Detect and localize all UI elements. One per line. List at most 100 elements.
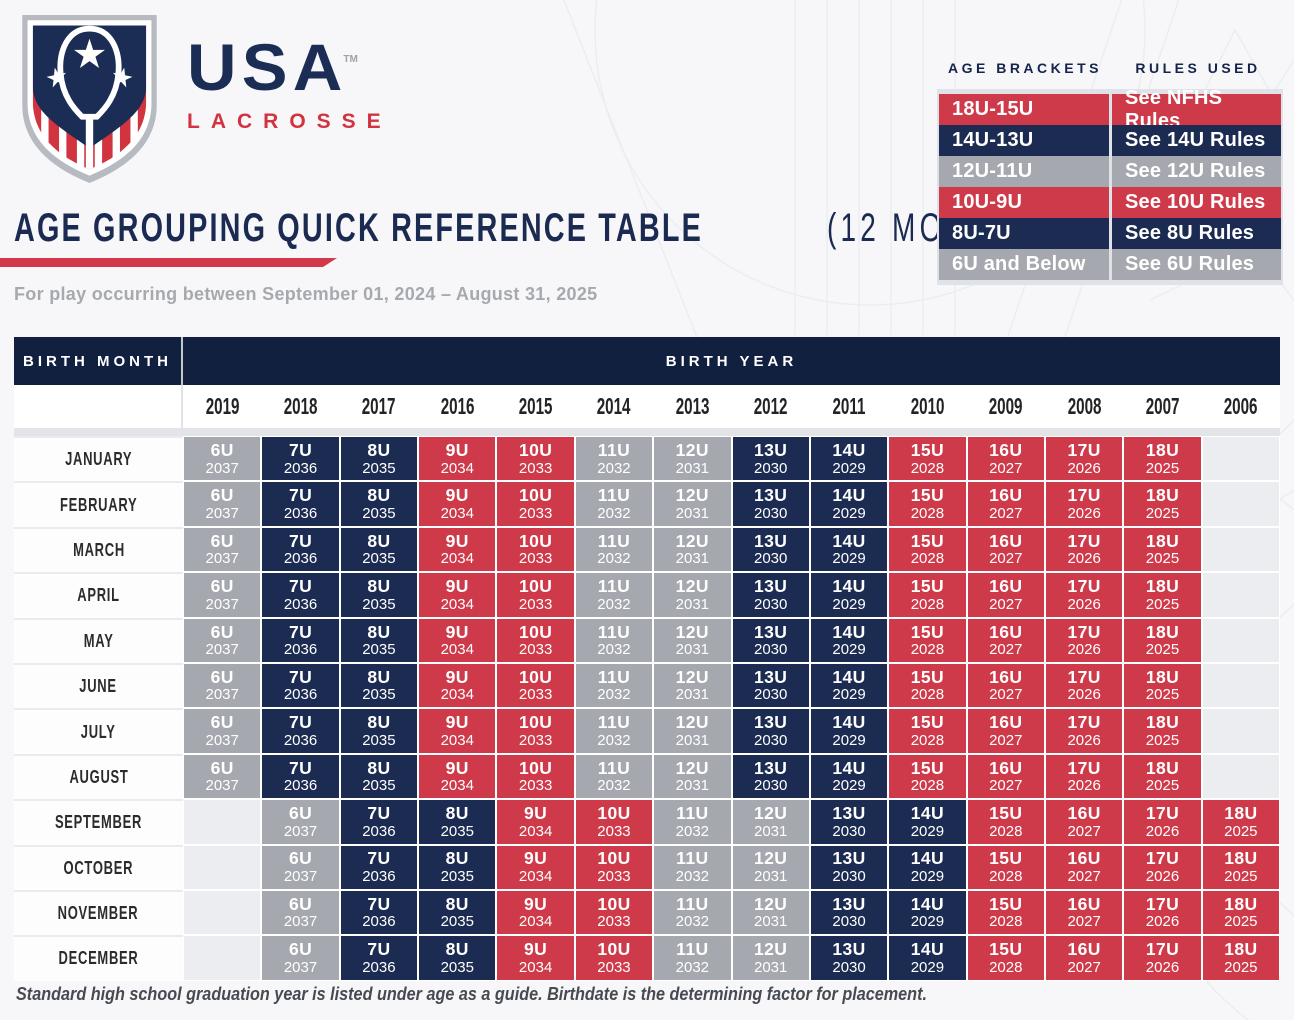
age-cell: 17U 2026 [1044, 526, 1124, 573]
age-cell: 16U 2027 [966, 708, 1045, 754]
age-group-label: 17U [1067, 576, 1101, 597]
year-header-row: 2019 2018 2017 2016 2015 2014 2013 2012 2011 2010… [14, 385, 1280, 428]
table-row: JUNE 6U 2037 7U 2036 8U 2035 9U 2034 10U 2033 11U 20… [14, 662, 1281, 709]
graduation-year-label: 2026 [1145, 958, 1180, 976]
age-group-label: 8U [445, 893, 469, 914]
logo-usa-text: USA [187, 30, 348, 104]
age-cell: 11U 2032 [574, 572, 654, 618]
age-cell: 8U 2035 [339, 617, 419, 663]
age-cell: 18U 2025 [1123, 753, 1202, 800]
age-group-label: 11U [597, 757, 631, 778]
shield-logo-icon [22, 14, 157, 183]
age-cell: 11U 2032 [653, 799, 732, 845]
age-cell: 17U 2026 [1123, 799, 1202, 845]
graduation-year-label: 2034 [440, 686, 474, 704]
graduation-year-label: 2031 [675, 595, 710, 613]
logo-lacrosse-text: LACROSSE [187, 110, 392, 133]
age-group-label: 10U [518, 666, 553, 687]
rule-used-cell: See 12U Rules [1112, 156, 1281, 187]
age-group-label: 9U [524, 939, 548, 960]
year-column-header: 2012 [732, 385, 810, 428]
graduation-year-label: 2032 [597, 686, 631, 704]
age-cell: 6U 2037 [261, 889, 340, 936]
empty-cell [1201, 526, 1281, 573]
row-cells: 6U 2037 7U 2036 8U 2035 9U 2034 10U 2033 11U 2032 12… [183, 753, 1281, 800]
graduation-year-label: 2030 [832, 868, 866, 886]
age-group-label: 9U [445, 757, 469, 778]
age-cell: 14U 2029 [809, 708, 889, 754]
age-group-label: 10U [518, 712, 553, 733]
graduation-year-label: 2037 [283, 822, 318, 840]
table-row: FEBRUARY 6U 2037 7U 2036 8U 2035 9U 2034 10U 2033 1… [14, 481, 1281, 527]
graduation-year-label: 2030 [754, 550, 788, 568]
age-group-label: 7U [367, 939, 391, 960]
age-group-label: 6U [288, 893, 313, 914]
age-group-label: 12U [754, 893, 788, 914]
month-cell: NOVEMBER [14, 889, 183, 936]
age-cell: 9U 2034 [418, 753, 497, 800]
age-group-label: 11U [676, 848, 709, 869]
month-label: NOVEMBER [58, 903, 139, 924]
year-column-header: 2018 [261, 385, 339, 428]
graduation-year-label: 2029 [910, 958, 945, 976]
birth-year-header: BIRTH YEAR [183, 337, 1280, 385]
graduation-year-label: 2035 [440, 822, 474, 840]
age-cell: 18U 2025 [1201, 935, 1281, 981]
graduation-year-label: 2028 [910, 641, 945, 659]
table-row: SEPTEMBER 6U 2037 7U 2036 8U 2035 9U 2034 10U 2033… [14, 799, 1281, 845]
age-group-label: 9U [445, 576, 469, 597]
graduation-year-label: 2032 [597, 595, 631, 613]
table-row: JULY 6U 2037 7U 2036 8U 2035 9U 2034 10U 2033 11U 20… [14, 708, 1281, 754]
graduation-year-label: 2028 [910, 686, 945, 704]
rules-row: 14U-13U See 14U Rules [939, 125, 1281, 156]
graduation-year-label: 2033 [597, 822, 631, 840]
table-row: AUGUST 6U 2037 7U 2036 8U 2035 9U 2034 10U 2033 11U… [14, 753, 1281, 800]
age-group-label: 14U [910, 893, 945, 914]
graduation-year-label: 2029 [832, 686, 866, 704]
age-group-label: 15U [910, 757, 945, 778]
age-group-label: 15U [910, 439, 945, 460]
age-group-label: 6U [288, 939, 313, 960]
age-group-label: 10U [518, 485, 553, 506]
age-cell: 14U 2029 [888, 935, 967, 981]
age-group-label: 6U [288, 848, 313, 869]
age-group-label: 7U [288, 712, 313, 733]
age-cell: 9U 2034 [418, 481, 497, 527]
empty-cell [1201, 753, 1281, 800]
year-column-header: 2006 [1202, 385, 1280, 428]
age-cell: 15U 2028 [966, 799, 1045, 845]
age-group-label: 10U [518, 621, 553, 642]
year-column-header: 2007 [1123, 385, 1201, 428]
graduation-year-label: 2032 [675, 958, 710, 976]
month-label: DECEMBER [58, 948, 139, 969]
age-cell: 16U 2027 [966, 572, 1045, 618]
year-column-header: 2017 [340, 385, 418, 428]
graduation-year-label: 2028 [910, 731, 945, 749]
graduation-year-label: 2034 [518, 913, 553, 931]
year-label: 2015 [518, 393, 553, 419]
age-group-label: 14U [832, 485, 866, 506]
graduation-year-label: 2032 [675, 913, 710, 931]
age-cell: 15U 2028 [966, 844, 1045, 890]
row-cells: 6U 2037 7U 2036 8U 2035 9U 2034 10U 2033 11U 2032 12… [183, 844, 1281, 890]
age-group-label: 15U [910, 530, 945, 551]
age-group-label: 13U [832, 848, 866, 869]
empty-cell [183, 799, 262, 845]
graduation-year-label: 2025 [1145, 459, 1180, 477]
graduation-year-label: 2025 [1145, 595, 1180, 613]
age-cell: 18U 2025 [1123, 481, 1202, 527]
row-cells: 6U 2037 7U 2036 8U 2035 9U 2034 10U 2033 11U 2032 12… [183, 481, 1281, 527]
graduation-year-label: 2034 [518, 958, 553, 976]
age-cell: 18U 2025 [1123, 436, 1202, 482]
age-cell: 13U 2030 [809, 799, 889, 845]
age-group-label: 16U [989, 621, 1023, 642]
age-cell: 7U 2036 [261, 436, 340, 482]
graduation-year-label: 2030 [754, 459, 788, 477]
age-cell: 12U 2031 [653, 617, 732, 663]
age-group-label: 14U [910, 848, 945, 869]
table-row: NOVEMBER 6U 2037 7U 2036 8U 2035 9U 2034 10U 2033 1… [14, 889, 1281, 936]
age-cell: 6U 2037 [261, 799, 340, 845]
age-cell: 9U 2034 [496, 799, 575, 845]
footnote: Standard high school graduation year is … [16, 984, 927, 1004]
rule-used-cell: See NFHS Rules [1112, 87, 1281, 132]
